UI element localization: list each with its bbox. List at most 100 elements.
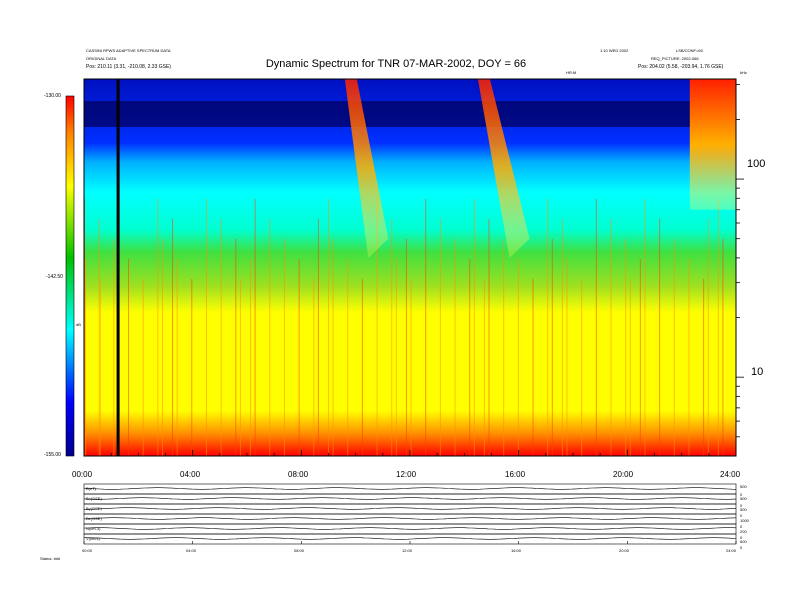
time-series-panels: [83, 483, 737, 545]
spectrogram-streak: [707, 219, 709, 456]
header-left-line-1: CASSINI RPWS ADAPTIVE SPECTRUM DATA: [86, 48, 171, 53]
panel-x-tick-0: 00:00: [82, 548, 93, 553]
burst-0: [344, 79, 389, 258]
colorbar-gradient: [66, 96, 74, 456]
panel-right-tick-1a: 500: [740, 484, 747, 489]
spectrogram-streak: [581, 279, 583, 456]
panel-trace-3: [84, 507, 737, 510]
spectrogram-streak: [473, 199, 475, 456]
spectrogram-streak: [313, 279, 315, 456]
panel-x-tick-3: 12:00: [402, 548, 413, 553]
spectrogram-streak: [361, 279, 363, 456]
panel-right-tick-6b: 0: [740, 545, 743, 550]
y-tick-100: 100: [747, 158, 766, 170]
spectrogram-streak: [673, 239, 675, 456]
panel-right-tick-1b: 0: [740, 492, 743, 497]
spectrogram-streak: [376, 199, 378, 456]
data-gap-line: [116, 79, 120, 456]
spectrogram-streak: [249, 259, 251, 456]
spectrogram-streak: [517, 259, 519, 456]
spectrogram-streak: [283, 239, 285, 456]
spectrogram-streak: [191, 279, 193, 456]
spectrogram-streak: [703, 279, 705, 456]
panel-right-tick-4b: 0: [740, 524, 743, 529]
spectrogram-streak: [659, 219, 661, 456]
spectrogram: [83, 78, 744, 457]
spectrogram-streak: [405, 239, 407, 456]
spectrogram-streak: [327, 199, 329, 456]
panel-x-tick-4: 16:00: [511, 548, 522, 553]
spectrogram-streak: [269, 219, 271, 456]
spectrogram-streak: [113, 239, 115, 456]
x-tick-4: 16:00: [505, 470, 526, 479]
chart-title: Dynamic Spectrum for TNR 07-MAR-2002, DO…: [265, 58, 527, 70]
panel-right-tick-3a: 500: [740, 507, 747, 512]
spectrogram-streak: [629, 279, 631, 456]
spectrogram-streak: [395, 259, 397, 456]
burst-1: [477, 79, 530, 258]
spectrogram-streak: [298, 259, 300, 456]
y-tick-10: 10: [751, 366, 764, 378]
panel-x-tick-5: 20:00: [619, 548, 630, 553]
x-tick-6: 24:00: [720, 470, 741, 479]
spectrogram-streak: [99, 279, 101, 456]
colorbar: [65, 95, 75, 457]
panel-right-tick-6a: 600: [740, 539, 747, 544]
spectrogram-streak: [254, 199, 256, 456]
spectrogram-streak: [128, 259, 130, 456]
spectrogram-streak: [161, 239, 163, 456]
spectrogram-streak: [410, 279, 412, 456]
header-right-line-3: Pos: 204.02 (5.58, -203.94, 1.76 GSE): [638, 64, 724, 70]
spectrogram-streak: [454, 239, 456, 456]
footer-status: Status: ###: [40, 556, 61, 561]
y-unit-label: kHz: [740, 70, 747, 75]
spectrogram-streak: [547, 199, 549, 456]
x-tick-0: 00:00: [72, 470, 93, 479]
header-right-line-2: REQ_PICTURE: 2002-066: [651, 56, 699, 61]
spectrogram-streak: [439, 219, 441, 456]
spectrogram-streak: [469, 259, 471, 456]
spectrogram-streak: [595, 199, 597, 456]
spectrogram-streak: [625, 239, 627, 456]
burst-2: [689, 79, 736, 210]
spectrogram-streak: [176, 259, 178, 456]
spectrogram-streak: [205, 199, 207, 456]
panel-label-2: Bx(GSE): [86, 496, 102, 501]
header-right-top: LSB/CONF=60: [676, 48, 703, 53]
spectrogram-streak: [142, 279, 144, 456]
spectrogram-streak: [157, 199, 159, 456]
spectrogram-streak: [610, 219, 612, 456]
colorbar-tick-mid: -142.50: [46, 274, 63, 280]
spectrogram-streak: [644, 199, 646, 456]
panel-trace-6: [84, 537, 737, 540]
spectrogram-streak: [391, 219, 393, 456]
panel-x-tick-2: 08:00: [294, 548, 305, 553]
spectrogram-streak: [425, 199, 427, 456]
spectrogram-streak: [220, 219, 222, 456]
x-tick-3: 12:00: [396, 470, 417, 479]
spectrogram-streak: [85, 259, 87, 456]
spectrogram-streak: [172, 219, 174, 456]
colorbar-tick-bottom: -155.00: [44, 452, 61, 458]
spectrogram-streak: [483, 279, 485, 456]
spectrogram-streak: [503, 239, 505, 456]
panel-right-tick-2a: 500: [740, 496, 747, 501]
spectrogram-streak: [98, 219, 100, 456]
spectrogram-streak: [717, 199, 719, 456]
panel-right-tick-5a: 200: [740, 529, 747, 534]
spectrogram-streak: [722, 239, 724, 456]
panel-trace-2: [83, 497, 737, 500]
header-left-line-2: ORIGINAL DATA: [86, 56, 117, 61]
spectrogram-streak: [566, 259, 568, 456]
spectrogram-streak: [639, 259, 641, 456]
panel-x-tick-1: 04:00: [186, 548, 197, 553]
colorbar-label: dB: [76, 322, 81, 327]
spectrogram-streak: [532, 279, 534, 456]
spectrogram-streak: [235, 239, 237, 456]
spectrogram-streak: [551, 239, 553, 456]
panel-label-5: N(cm-3): [86, 526, 101, 531]
panel-trace-1: [83, 487, 737, 490]
panel-right-tick-4a: 1000: [740, 518, 749, 523]
x-tick-2: 08:00: [288, 470, 309, 479]
